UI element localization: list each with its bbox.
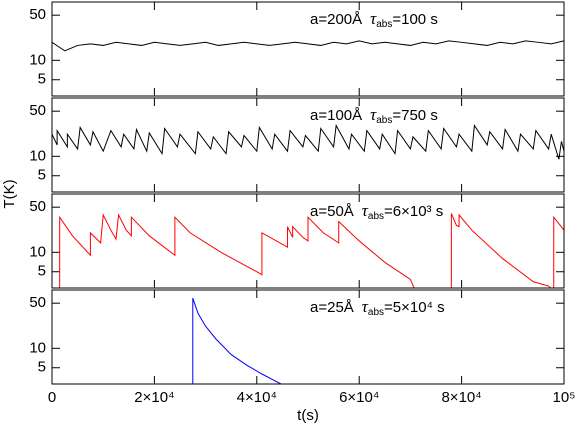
temperature-line [52, 123, 564, 160]
y-tick-label: 5 [38, 167, 46, 184]
y-tick-label: 50 [29, 294, 46, 311]
x-axis-label: t(s) [297, 407, 319, 424]
y-tick-label: 50 [29, 6, 46, 23]
x-tick-label: 2×10⁴ [134, 389, 174, 406]
y-tick-label: 10 [29, 243, 46, 260]
y-axis-label: T(K) [1, 179, 18, 208]
x-tick-label: 4×10⁴ [237, 389, 277, 406]
y-tick-label: 10 [29, 339, 46, 356]
temperature-line [52, 40, 564, 52]
y-tick-label: 5 [38, 263, 46, 280]
annotation-sub: abs [376, 115, 392, 126]
temperature-line [59, 213, 564, 288]
panel-frame [51, 1, 565, 97]
y-tick-label: 50 [29, 102, 46, 119]
x-tick-label: 0 [48, 389, 56, 406]
panel-frame [51, 193, 565, 289]
annotation-tau: τ [362, 201, 369, 220]
annotation-size: a=100Å [310, 107, 362, 124]
annotation-value: =100 s [392, 11, 437, 28]
annotation-tau: τ [362, 297, 369, 316]
y-tick-label: 50 [29, 198, 46, 215]
y-tick-label: 5 [38, 71, 46, 88]
annotation-sub: abs [368, 211, 384, 222]
annotation-size: a=200Å [310, 11, 362, 28]
panel-annotation: a=100Å τabs=750 s [310, 105, 438, 126]
annotation-value: =5×10⁴ s [384, 299, 445, 316]
x-tick-label: 8×10⁴ [441, 389, 481, 406]
annotation-sub: abs [376, 19, 392, 30]
panel-frame [51, 289, 565, 385]
x-tick-label: 10⁵ [553, 389, 576, 406]
y-tick-label: 10 [29, 51, 46, 68]
x-tick-label: 6×10⁴ [339, 389, 379, 406]
y-tick-label: 10 [29, 147, 46, 164]
panel-annotation: a=25Å τabs=5×10⁴ s [310, 297, 445, 318]
panel-annotation: a=50Å τabs=6×10³ s [310, 201, 443, 222]
annotation-value: =6×10³ s [384, 203, 443, 220]
annotation-sub: abs [368, 307, 384, 318]
panel-annotation: a=200Å τabs=100 s [310, 9, 438, 30]
panel-frame [51, 97, 565, 193]
annotation-value: =750 s [392, 107, 437, 124]
annotation-size: a=25Å [310, 299, 354, 316]
annotation-size: a=50Å [310, 203, 354, 220]
annotation-tau: τ [370, 105, 377, 124]
annotation-tau: τ [370, 9, 377, 28]
y-tick-label: 5 [38, 359, 46, 376]
